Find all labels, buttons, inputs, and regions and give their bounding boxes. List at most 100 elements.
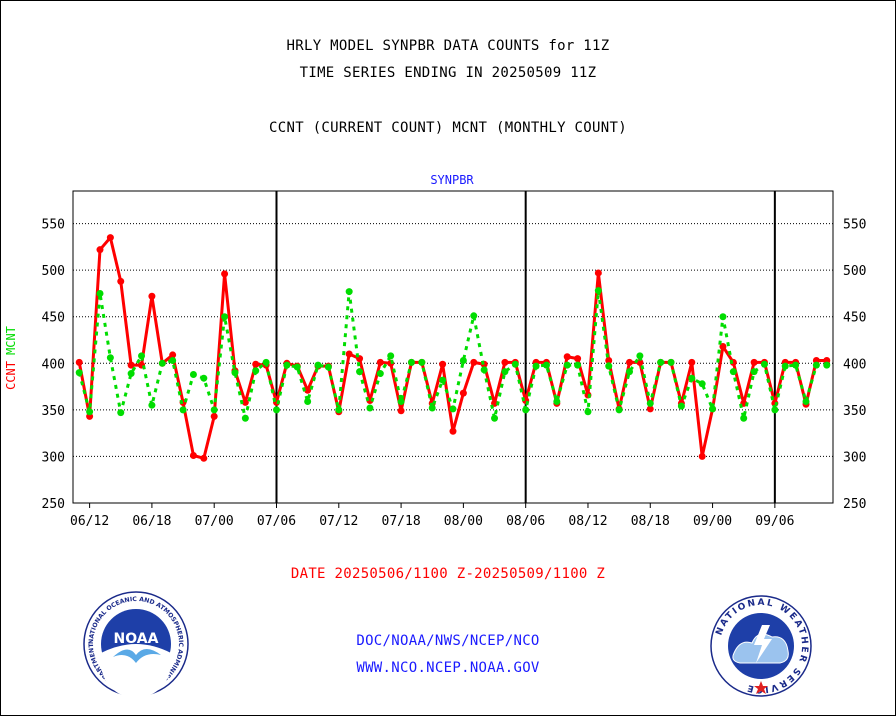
data-point-mcnt — [158, 359, 166, 367]
y-tick-label-left: 450 — [42, 311, 65, 326]
y-tick-label-right: 500 — [843, 264, 866, 279]
data-point-mcnt — [366, 404, 374, 412]
data-point-mcnt — [397, 397, 405, 405]
data-point-mcnt — [511, 360, 519, 368]
chart-title-line2: TIME SERIES ENDING IN 20250509 11Z — [299, 65, 597, 81]
x-tick-label: 07/18 — [382, 514, 421, 529]
x-tick-label: 09/06 — [755, 514, 794, 529]
website-link[interactable]: WWW.NCO.NCEP.NOAA.GOV — [356, 660, 540, 676]
day-separators — [275, 191, 776, 503]
data-point-mcnt — [542, 361, 550, 369]
data-point-mcnt — [781, 362, 789, 370]
noaa-logo-text: NOAA — [114, 631, 159, 647]
data-point-mcnt — [387, 352, 395, 360]
data-point-mcnt — [293, 363, 301, 371]
data-point-ccnt — [221, 270, 229, 278]
x-tick-label: 08/06 — [506, 514, 545, 529]
series-ccnt — [75, 234, 831, 462]
data-point-mcnt — [750, 368, 758, 376]
data-point-mcnt — [376, 370, 384, 378]
nws-logo[interactable]: NATIONAL WEATHER SERVICE — [710, 595, 812, 697]
data-point-mcnt — [231, 369, 239, 377]
data-point-mcnt — [491, 414, 499, 422]
data-point-mcnt — [407, 358, 415, 366]
data-point-mcnt — [501, 368, 509, 376]
data-point-mcnt — [418, 358, 426, 366]
data-point-mcnt — [138, 352, 146, 360]
data-point-mcnt — [615, 406, 623, 414]
series-mcnt — [75, 287, 831, 422]
data-point-ccnt — [241, 398, 249, 406]
data-point-ccnt — [148, 292, 156, 300]
data-point-mcnt — [200, 374, 208, 382]
data-point-ccnt — [210, 412, 218, 420]
y-label-ccnt: CCNT — [4, 361, 18, 390]
data-point-mcnt — [345, 288, 353, 296]
data-point-mcnt — [563, 361, 571, 369]
data-point-mcnt — [439, 376, 447, 384]
data-point-ccnt — [449, 427, 457, 435]
data-point-ccnt — [304, 386, 312, 394]
x-tick-label: 06/12 — [70, 514, 109, 529]
data-point-mcnt — [75, 369, 83, 377]
data-point-mcnt — [667, 358, 675, 366]
y-axis-label: CCNT MCNT — [4, 326, 18, 390]
data-point-mcnt — [522, 406, 530, 414]
data-point-ccnt — [594, 269, 602, 277]
y-tick-label-left: 250 — [42, 497, 65, 512]
x-tick-label: 06/18 — [132, 514, 171, 529]
data-point-mcnt — [210, 406, 218, 414]
x-tick-label: 08/18 — [631, 514, 670, 529]
data-point-ccnt — [574, 355, 582, 363]
data-point-mcnt — [179, 406, 187, 414]
plot-title: SYNPBR — [430, 173, 474, 187]
data-point-ccnt — [501, 358, 509, 366]
data-point-ccnt — [200, 454, 208, 462]
data-point-ccnt — [397, 407, 405, 415]
data-point-mcnt — [760, 360, 768, 368]
data-point-mcnt — [304, 397, 312, 405]
data-point-mcnt — [106, 354, 114, 362]
data-point-mcnt — [117, 409, 125, 417]
x-tick-label: 07/00 — [195, 514, 234, 529]
data-point-mcnt — [657, 358, 665, 366]
data-point-mcnt — [96, 289, 104, 297]
data-point-mcnt — [532, 362, 540, 370]
data-point-ccnt — [376, 358, 384, 366]
data-point-mcnt — [459, 357, 467, 365]
data-point-mcnt — [605, 362, 613, 370]
org-path-link[interactable]: DOC/NOAA/NWS/NCEP/NCO — [356, 633, 540, 649]
y-tick-label-right: 300 — [843, 450, 866, 465]
data-point-ccnt — [459, 389, 467, 397]
data-point-mcnt — [189, 370, 197, 378]
data-point-mcnt — [169, 357, 177, 365]
x-tick-label: 09/00 — [693, 514, 732, 529]
data-point-mcnt — [449, 405, 457, 413]
data-point-ccnt — [252, 360, 260, 368]
y-tick-label-left: 400 — [42, 357, 65, 372]
x-tick-label: 07/12 — [319, 514, 358, 529]
y-tick-label-right: 400 — [843, 357, 866, 372]
data-point-mcnt — [709, 405, 717, 413]
data-point-mcnt — [698, 380, 706, 388]
data-point-ccnt — [698, 452, 706, 460]
data-point-ccnt — [439, 360, 447, 368]
data-point-mcnt — [335, 406, 343, 414]
plot-border — [72, 190, 834, 504]
noaa-logo[interactable]: NATIONAL OCEANIC AND ATMOSPHERIC ADMINIS… — [83, 591, 189, 697]
data-point-mcnt — [252, 367, 260, 375]
data-point-ccnt — [189, 452, 197, 460]
line-chart: SYNPBR 250 250 300 300 350 350 400 400 450 450 500… — [4, 173, 866, 529]
data-point-mcnt — [480, 366, 488, 374]
data-point-mcnt — [324, 363, 332, 371]
data-point-mcnt — [272, 406, 280, 414]
data-point-mcnt — [771, 406, 779, 414]
data-point-mcnt — [262, 358, 270, 366]
x-tick-label: 08/00 — [444, 514, 483, 529]
data-point-ccnt — [169, 351, 177, 359]
y-tick-label-left: 300 — [42, 450, 65, 465]
data-point-mcnt — [314, 361, 322, 369]
data-point-mcnt — [356, 368, 364, 376]
y-tick-label-right: 550 — [843, 218, 866, 233]
